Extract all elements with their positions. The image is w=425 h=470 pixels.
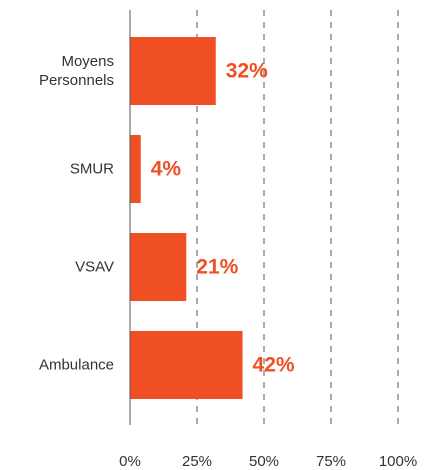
x-tick-label: 25%	[182, 453, 212, 470]
bar	[130, 135, 141, 203]
bar	[130, 37, 216, 105]
y-tick-label: Moyens Personnels	[38, 53, 114, 89]
y-tick-label: Ambulance	[38, 356, 114, 374]
y-tick-label: SMUR	[69, 160, 114, 178]
y-tick-label: VSAV	[75, 258, 114, 276]
value-label: 42%	[253, 354, 295, 377]
value-label: 21%	[196, 256, 238, 279]
bar	[130, 233, 187, 301]
bar	[130, 331, 243, 399]
x-tick-label: 50%	[249, 453, 279, 470]
x-tick-label: 0%	[119, 453, 141, 470]
value-label: 4%	[151, 158, 182, 181]
x-tick-label: 75%	[316, 453, 346, 470]
x-tick-label: 100%	[379, 453, 417, 470]
value-label: 32%	[226, 60, 268, 83]
